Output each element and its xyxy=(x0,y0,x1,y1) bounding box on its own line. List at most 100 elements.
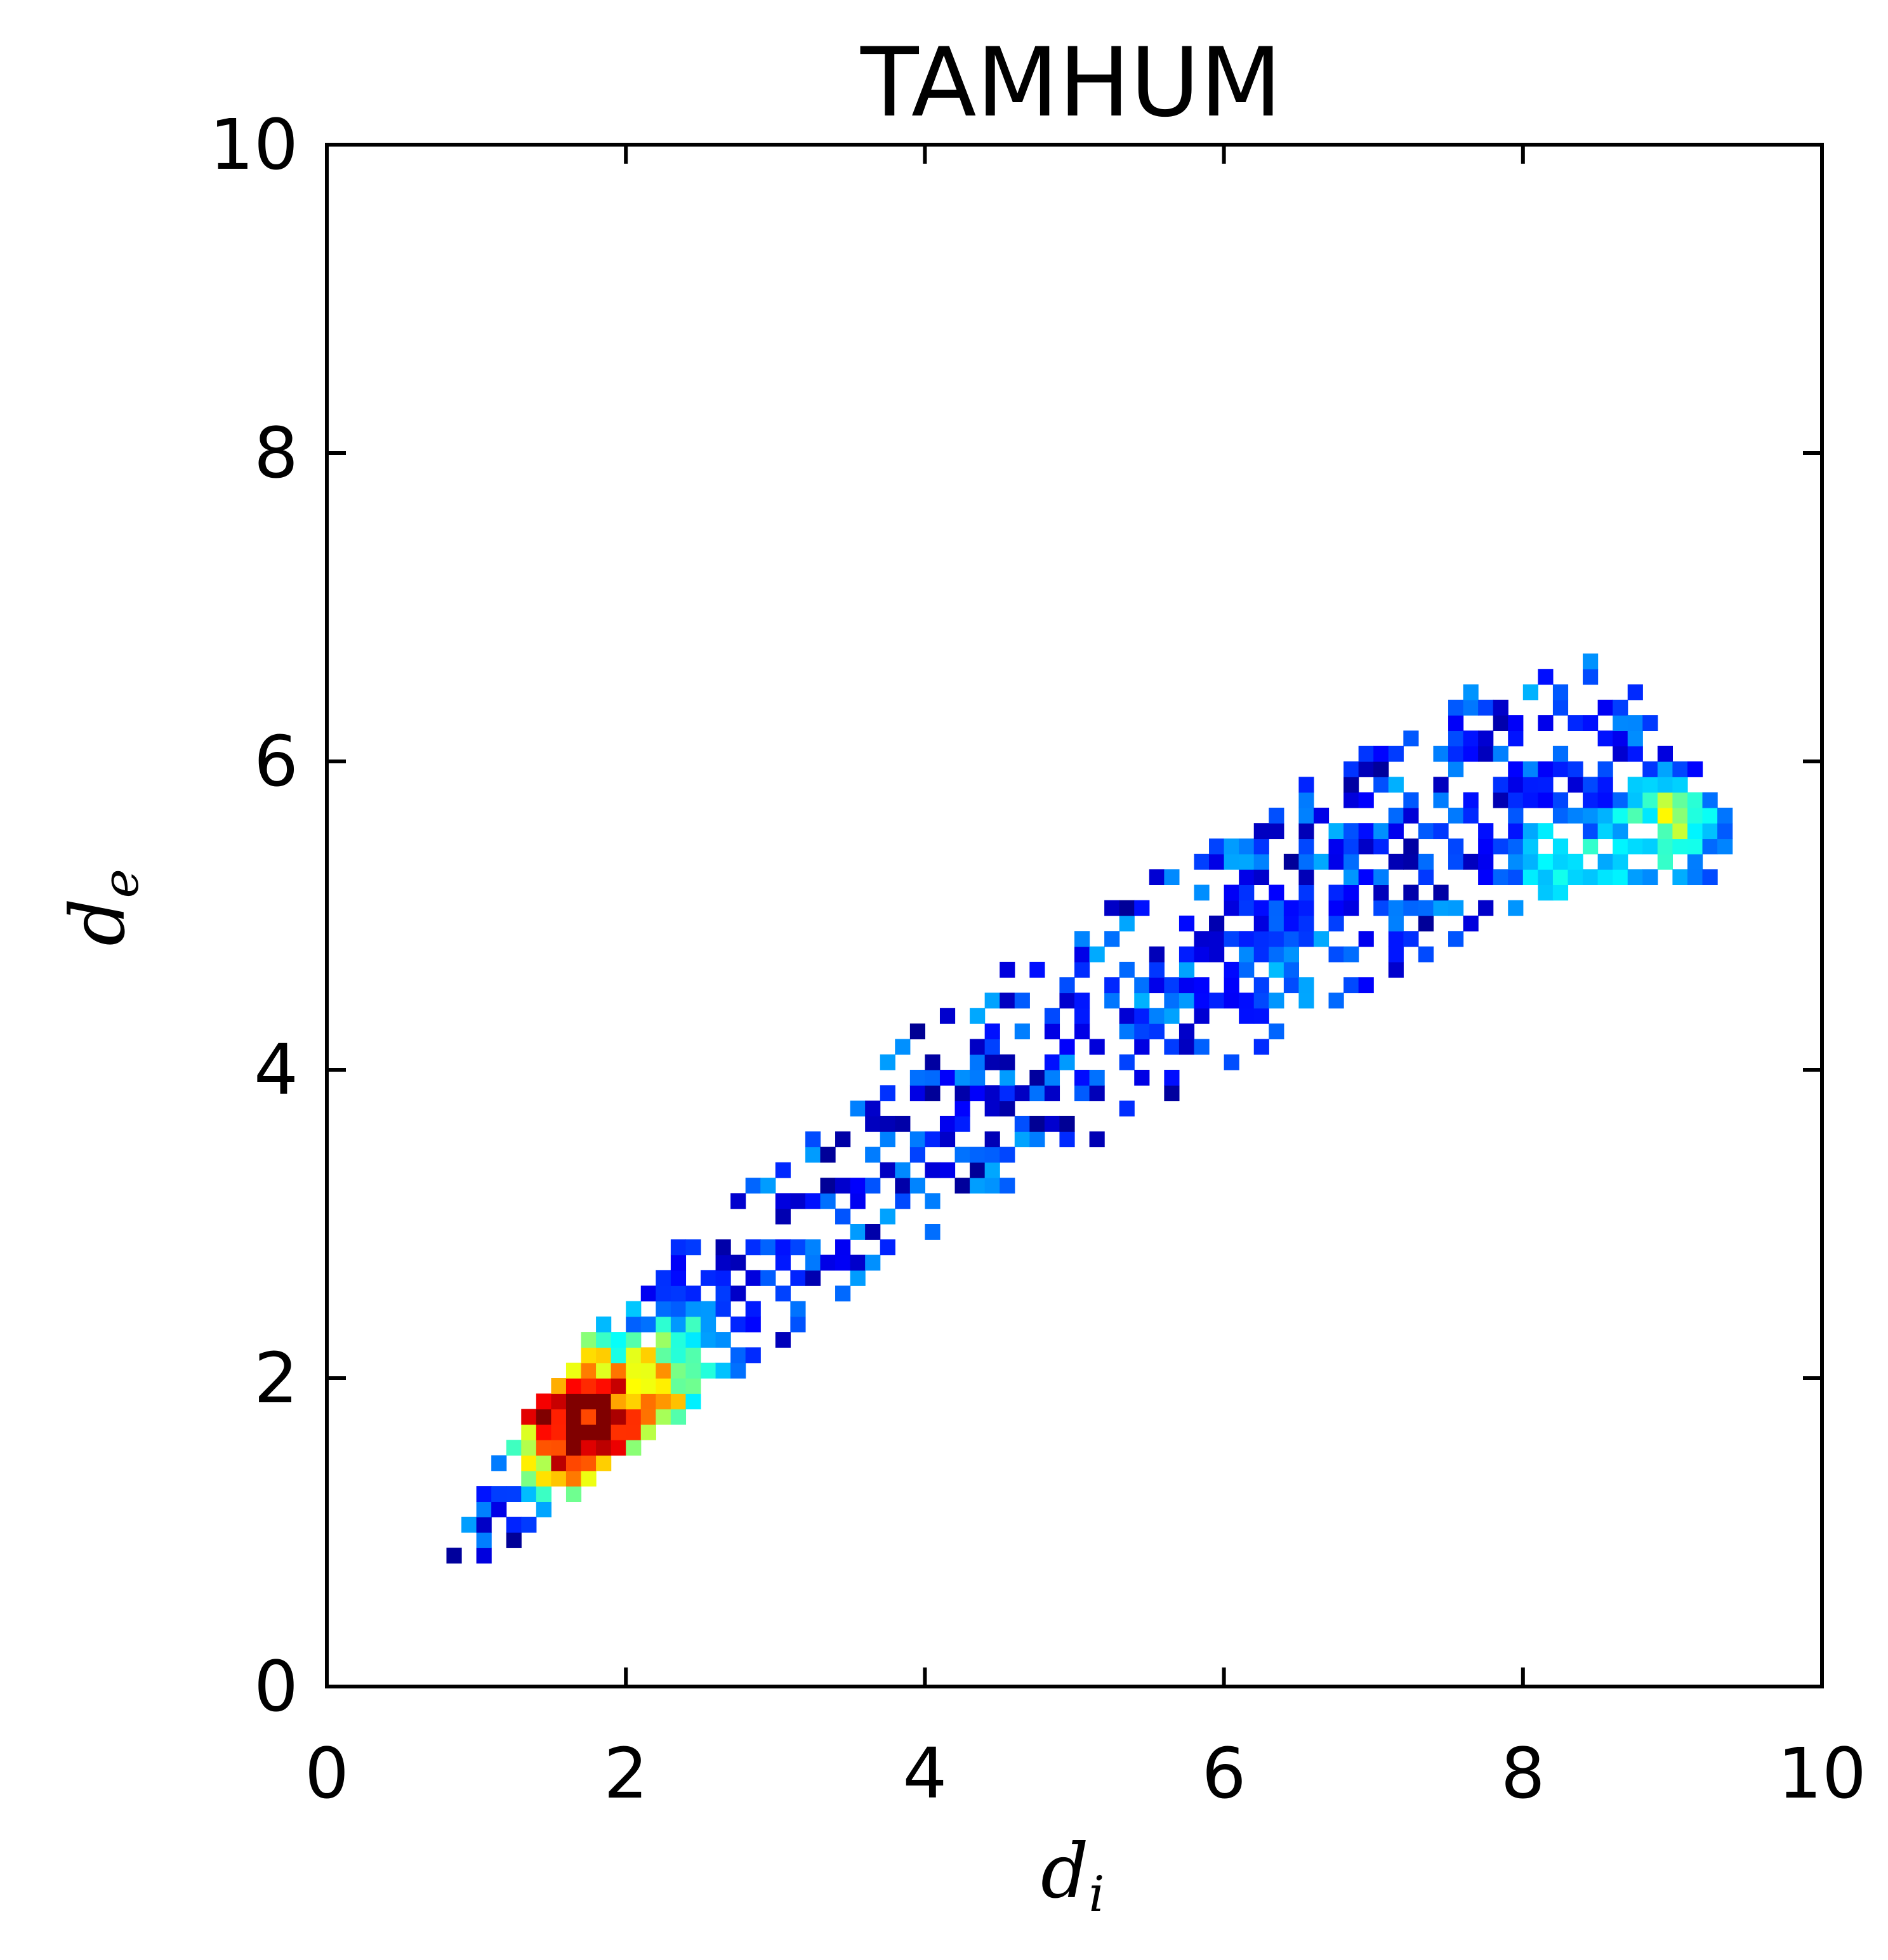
heatmap-cell xyxy=(1239,992,1255,1009)
x-tick-label: 2 xyxy=(604,1733,648,1814)
heatmap-cell xyxy=(1343,761,1359,777)
heatmap-cell xyxy=(1178,946,1195,963)
heatmap-cell xyxy=(670,1286,687,1302)
heatmap-cell xyxy=(1343,885,1359,901)
heatmap-cell xyxy=(1373,823,1389,839)
heatmap-cell xyxy=(895,1178,911,1194)
heatmap-cell xyxy=(1283,916,1299,931)
heatmap-cell xyxy=(685,1393,701,1410)
heatmap-cell xyxy=(1134,992,1150,1009)
heatmap-cell xyxy=(1283,977,1299,994)
heatmap-cell xyxy=(805,1254,821,1271)
heatmap-cell xyxy=(1178,916,1195,931)
heatmap-cell xyxy=(1283,961,1299,978)
heatmap-cell xyxy=(1373,746,1389,762)
heatmap-cell xyxy=(970,1039,986,1055)
heatmap-cell xyxy=(865,1254,881,1271)
heatmap-cell xyxy=(760,1178,776,1194)
heatmap-cell xyxy=(506,1486,522,1502)
heatmap-cell xyxy=(1253,900,1269,916)
heatmap-cell xyxy=(1044,1070,1060,1086)
heatmap-cell xyxy=(1403,853,1419,870)
heatmap-cell xyxy=(1583,838,1599,855)
heatmap-cell xyxy=(626,1316,642,1332)
heatmap-cell xyxy=(1552,807,1569,824)
heatmap-cell xyxy=(581,1440,597,1456)
heatmap-cell xyxy=(521,1409,537,1425)
x-tick-label: 0 xyxy=(305,1733,349,1814)
heatmap-cell xyxy=(775,1332,791,1348)
heatmap-cell xyxy=(476,1548,492,1564)
heatmap-cell xyxy=(1178,992,1195,1009)
heatmap-cell xyxy=(1343,777,1359,793)
heatmap-cell xyxy=(1672,777,1688,793)
heatmap-cell xyxy=(596,1409,612,1425)
heatmap-cell xyxy=(1283,946,1299,963)
heatmap-cell xyxy=(640,1393,656,1410)
heatmap-cell xyxy=(1418,900,1434,916)
heatmap-cell xyxy=(1552,761,1569,777)
heatmap-cell xyxy=(880,1054,895,1070)
heatmap-cell xyxy=(596,1378,612,1394)
heatmap-cell xyxy=(909,1085,925,1102)
heatmap-cell xyxy=(1583,869,1599,885)
heatmap-cell xyxy=(551,1393,567,1410)
heatmap-cell xyxy=(536,1440,551,1456)
heatmap-cell xyxy=(895,1162,911,1178)
heatmap-cell xyxy=(701,1316,716,1332)
heatmap-cell xyxy=(1478,838,1494,855)
heatmap-cell xyxy=(506,1516,522,1533)
heatmap-cell xyxy=(1657,823,1673,839)
heatmap-cell xyxy=(1448,730,1464,747)
heatmap-cell xyxy=(1433,885,1449,901)
heatmap-cell xyxy=(640,1362,656,1379)
axis-ticks xyxy=(325,143,1824,1688)
y-tick-label: 6 xyxy=(254,721,298,802)
heatmap-cell xyxy=(970,1054,986,1070)
heatmap-cell xyxy=(1538,869,1554,885)
heatmap-cell xyxy=(984,1178,1000,1194)
heatmap-cell xyxy=(1493,699,1508,716)
heatmap-cell xyxy=(1000,992,1015,1009)
heatmap-cell xyxy=(1687,853,1703,870)
x-tick-label: 10 xyxy=(1778,1733,1866,1814)
heatmap-cell xyxy=(1403,838,1419,855)
heatmap-cell xyxy=(1358,746,1374,762)
heatmap-cell xyxy=(1298,853,1314,870)
heatmap-cell xyxy=(1672,823,1688,839)
heatmap-cell xyxy=(1568,715,1583,731)
heatmap-cell xyxy=(1044,1008,1060,1024)
heatmap-cell xyxy=(1134,1039,1150,1055)
heatmap-cell xyxy=(461,1516,477,1533)
heatmap-cell xyxy=(1119,1023,1135,1039)
heatmap-cell xyxy=(1089,1085,1105,1102)
heatmap-cell xyxy=(536,1424,551,1440)
heatmap-cell xyxy=(1508,792,1524,808)
heatmap-cell xyxy=(1328,823,1344,839)
heatmap-cell xyxy=(925,1193,941,1209)
heatmap-cell xyxy=(1373,885,1389,901)
heatmap-cell xyxy=(581,1332,597,1348)
heatmap-cell xyxy=(1269,961,1284,978)
heatmap-cell xyxy=(1478,823,1494,839)
heatmap-cell xyxy=(1508,869,1524,885)
heatmap-cell xyxy=(1687,761,1703,777)
heatmap-cell xyxy=(745,1301,761,1317)
heatmap-cell xyxy=(1313,931,1330,947)
heatmap-cell xyxy=(715,1254,731,1271)
heatmap-cell xyxy=(1388,746,1404,762)
heatmap-cell xyxy=(1702,823,1718,839)
heatmap-cell xyxy=(1538,761,1554,777)
heatmap-cell xyxy=(521,1455,537,1471)
heatmap-cell xyxy=(1627,838,1643,855)
heatmap-cell xyxy=(1059,1115,1075,1132)
heatmap-cell xyxy=(790,1270,806,1286)
heatmap-cell xyxy=(1119,916,1135,931)
heatmap-cell xyxy=(1283,853,1299,870)
heatmap-cell xyxy=(1493,746,1508,762)
heatmap-cell xyxy=(984,1100,1000,1117)
heatmap-cell xyxy=(1552,684,1569,700)
heatmap-cell xyxy=(565,1362,582,1379)
heatmap-cell xyxy=(880,1085,895,1102)
heatmap-cell xyxy=(1164,1070,1180,1086)
